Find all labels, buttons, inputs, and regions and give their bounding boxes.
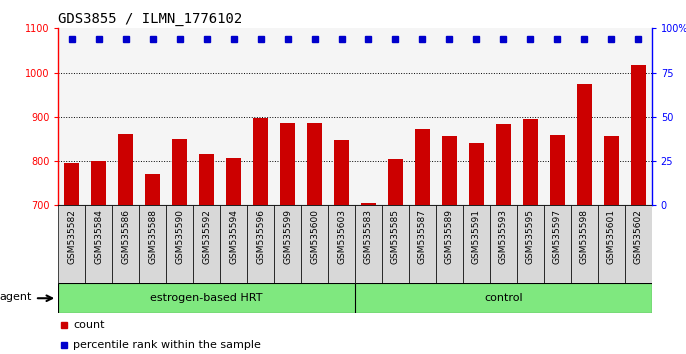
Bar bbox=[409, 205, 436, 283]
Bar bbox=[199, 154, 214, 205]
Text: GSM535598: GSM535598 bbox=[580, 209, 589, 264]
Bar bbox=[253, 118, 268, 205]
Bar bbox=[550, 135, 565, 205]
Text: count: count bbox=[73, 320, 105, 330]
Text: GSM535587: GSM535587 bbox=[418, 209, 427, 264]
Bar bbox=[58, 205, 85, 283]
Bar bbox=[571, 205, 598, 283]
Bar bbox=[145, 174, 160, 205]
Bar bbox=[355, 205, 382, 283]
Text: GSM535592: GSM535592 bbox=[202, 209, 211, 264]
Bar bbox=[517, 205, 544, 283]
Bar bbox=[625, 205, 652, 283]
Bar bbox=[442, 136, 457, 205]
Bar bbox=[193, 205, 220, 283]
Bar bbox=[490, 205, 517, 283]
Bar bbox=[166, 205, 193, 283]
Bar bbox=[436, 205, 463, 283]
Bar bbox=[85, 205, 113, 283]
Text: GSM535593: GSM535593 bbox=[499, 209, 508, 264]
Bar bbox=[247, 205, 274, 283]
Text: GSM535597: GSM535597 bbox=[553, 209, 562, 264]
Text: GSM535590: GSM535590 bbox=[175, 209, 184, 264]
Bar bbox=[469, 143, 484, 205]
Text: GSM535585: GSM535585 bbox=[391, 209, 400, 264]
Bar bbox=[544, 205, 571, 283]
Bar bbox=[388, 159, 403, 205]
Text: percentile rank within the sample: percentile rank within the sample bbox=[73, 340, 261, 350]
Bar bbox=[274, 205, 301, 283]
Bar bbox=[604, 136, 619, 205]
Bar bbox=[598, 205, 625, 283]
Text: GSM535601: GSM535601 bbox=[606, 209, 616, 264]
Bar bbox=[523, 119, 538, 205]
Bar bbox=[496, 124, 511, 205]
Bar bbox=[334, 140, 349, 205]
Bar bbox=[382, 205, 409, 283]
Bar bbox=[301, 205, 328, 283]
Text: GSM535594: GSM535594 bbox=[229, 209, 238, 264]
Bar bbox=[463, 205, 490, 283]
Text: GSM535599: GSM535599 bbox=[283, 209, 292, 264]
Text: GSM535596: GSM535596 bbox=[256, 209, 265, 264]
Bar bbox=[328, 205, 355, 283]
Bar bbox=[577, 84, 592, 205]
Bar bbox=[139, 205, 166, 283]
Bar bbox=[64, 163, 79, 205]
Text: GSM535589: GSM535589 bbox=[445, 209, 454, 264]
Bar bbox=[113, 205, 139, 283]
Bar bbox=[118, 133, 133, 205]
Text: GSM535583: GSM535583 bbox=[364, 209, 373, 264]
Text: GSM535584: GSM535584 bbox=[94, 209, 104, 264]
Text: agent: agent bbox=[0, 292, 32, 302]
Bar bbox=[91, 161, 106, 205]
Bar bbox=[220, 205, 247, 283]
Text: GDS3855 / ILMN_1776102: GDS3855 / ILMN_1776102 bbox=[58, 12, 243, 26]
Bar bbox=[280, 124, 295, 205]
Text: GSM535591: GSM535591 bbox=[472, 209, 481, 264]
Text: control: control bbox=[484, 293, 523, 303]
Bar bbox=[172, 139, 187, 205]
Bar bbox=[226, 158, 241, 205]
Bar bbox=[415, 129, 430, 205]
Text: GSM535603: GSM535603 bbox=[337, 209, 346, 264]
Bar bbox=[631, 64, 646, 205]
Bar bbox=[361, 202, 376, 205]
Text: GSM535595: GSM535595 bbox=[526, 209, 535, 264]
Text: GSM535588: GSM535588 bbox=[148, 209, 157, 264]
Text: GSM535600: GSM535600 bbox=[310, 209, 319, 264]
Text: GSM535582: GSM535582 bbox=[67, 209, 76, 264]
Text: estrogen-based HRT: estrogen-based HRT bbox=[150, 293, 263, 303]
Bar bbox=[307, 122, 322, 205]
Text: GSM535602: GSM535602 bbox=[634, 209, 643, 264]
Text: GSM535586: GSM535586 bbox=[121, 209, 130, 264]
